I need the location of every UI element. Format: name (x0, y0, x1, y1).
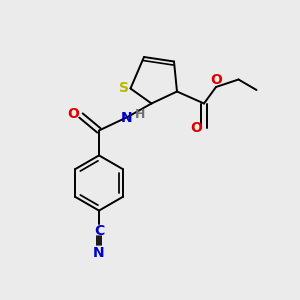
Text: O: O (190, 121, 202, 134)
Text: O: O (210, 74, 222, 87)
Text: S: S (119, 81, 129, 94)
Text: N: N (121, 111, 133, 125)
Text: C: C (94, 224, 104, 238)
Text: H: H (135, 107, 145, 121)
Text: O: O (68, 107, 80, 121)
Text: N: N (93, 246, 105, 260)
